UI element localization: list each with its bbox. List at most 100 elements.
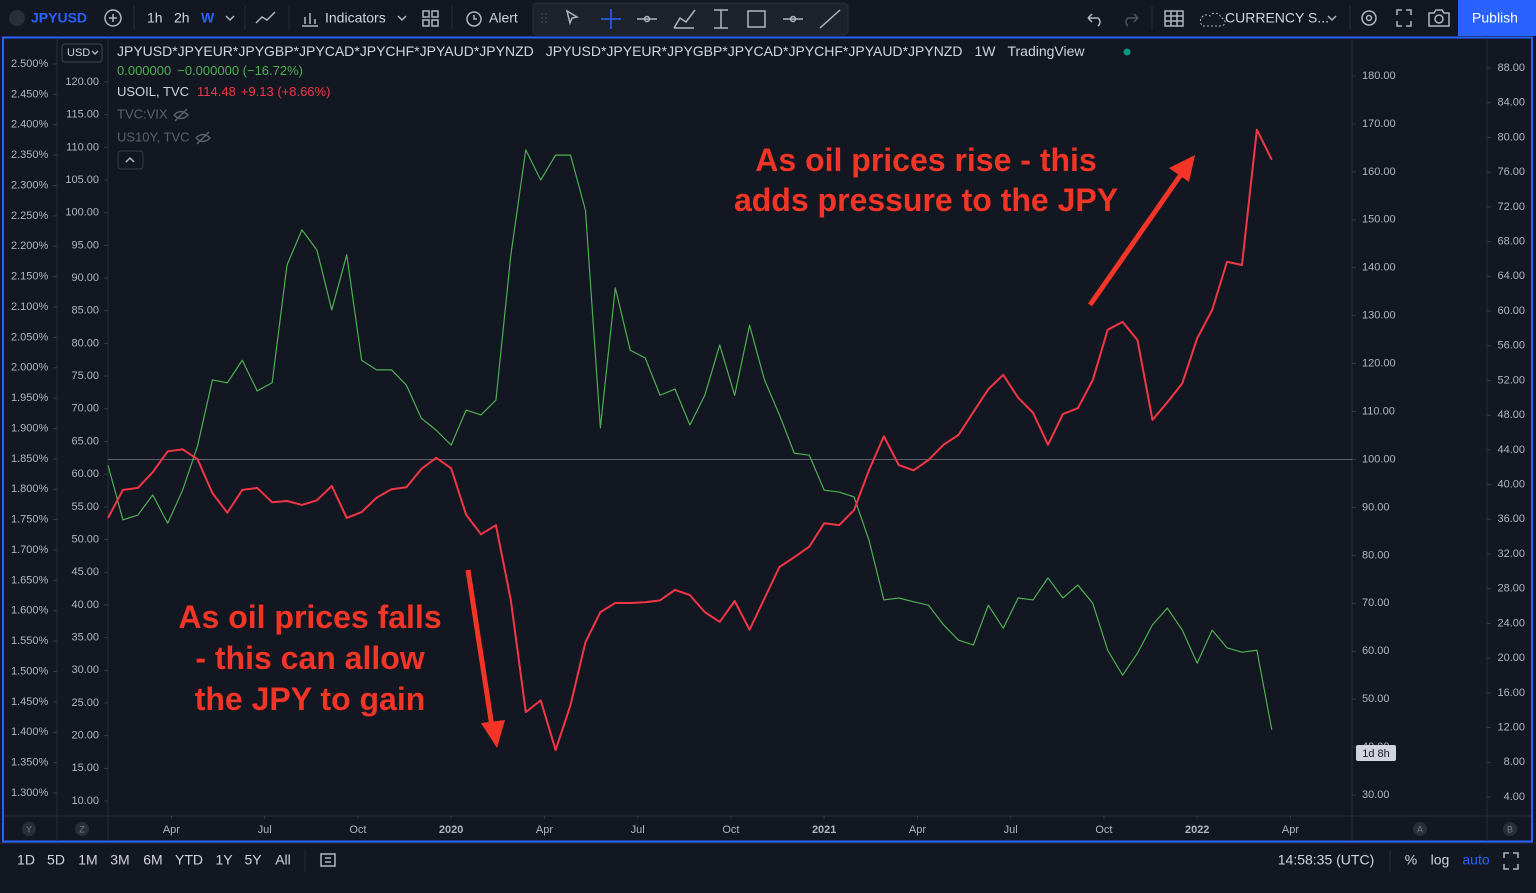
goto-date-button[interactable] — [320, 853, 336, 867]
axis-button[interactable] — [75, 822, 89, 836]
undo-button[interactable] — [1087, 13, 1101, 27]
chart-type-icon[interactable] — [255, 11, 276, 24]
currency-label[interactable]: USD — [67, 47, 90, 59]
redo-button[interactable] — [1125, 13, 1139, 27]
pen-tool[interactable] — [673, 9, 696, 29]
x-tick-label: Jul — [258, 824, 272, 836]
horizontal-ray-tool-knob — [643, 15, 651, 23]
series-line — [107, 149, 1273, 730]
axis-button[interactable] — [1413, 822, 1427, 836]
axis-button-label[interactable]: B — [1507, 824, 1513, 834]
y-tick-label: 85.00 — [71, 305, 99, 317]
annotations: As oil prices rise - this adds pressure t… — [178, 142, 1195, 748]
y-tick-label: 2.300% — [11, 179, 49, 191]
collapse-legend[interactable] — [117, 150, 144, 170]
settings-button[interactable] — [1361, 10, 1377, 26]
interval-button[interactable]: W — [201, 10, 215, 26]
collapse-legend-icon — [125, 156, 135, 163]
annotation-arrowhead — [1169, 155, 1195, 182]
axis-button-label[interactable]: A — [1417, 824, 1423, 834]
market-status — [1123, 48, 1131, 56]
axis-button-label[interactable]: Z — [79, 824, 85, 834]
drag-handle[interactable] — [541, 13, 547, 25]
axis-button[interactable] — [1503, 822, 1517, 836]
compare-icon-plus — [109, 14, 117, 22]
publish-label[interactable]: Publish — [1472, 10, 1518, 26]
y-tick-label: 88.00 — [1497, 62, 1525, 74]
alert-icon-hands — [473, 15, 477, 20]
y-tick-label: 10.00 — [71, 795, 99, 807]
axis-button-label[interactable]: Y — [26, 824, 32, 834]
legend-hidden-study[interactable]: TVC:VIX — [117, 106, 168, 121]
log-toggle[interactable]: log — [1431, 852, 1450, 868]
axis-buttons: Y Z A B — [22, 822, 1517, 836]
crosshair-tool[interactable] — [601, 9, 621, 29]
y-tick-label: 115.00 — [66, 109, 99, 121]
y-tick-label: 20.00 — [1497, 652, 1525, 664]
x-tick-label: Apr — [536, 824, 553, 836]
layout-name[interactable]: CURRENCY S... — [1225, 10, 1329, 26]
screenshot-button[interactable] — [1428, 9, 1450, 27]
fullscreen-button[interactable] — [1503, 852, 1519, 870]
y-tick-label: 44.00 — [1497, 444, 1525, 456]
y-tick-label: 45.00 — [71, 566, 99, 578]
y-tick-label: 15.00 — [71, 762, 99, 774]
rectangle-tool[interactable] — [747, 10, 766, 28]
range-button[interactable]: All — [275, 852, 291, 868]
alert-button[interactable]: Alert — [489, 10, 518, 26]
interval-button[interactable]: 2h — [174, 10, 190, 26]
cursor-tool[interactable] — [565, 9, 580, 26]
annotation-line: the JPY to gain — [195, 681, 426, 717]
text-tool[interactable] — [714, 9, 728, 29]
y-tick-label: 2.000% — [11, 362, 49, 374]
y-tick-label: 1.700% — [11, 544, 49, 556]
currency-button[interactable] — [61, 43, 103, 63]
range-button[interactable]: 5D — [47, 852, 65, 868]
interval-dropdown[interactable] — [225, 15, 235, 22]
range-button[interactable]: 5Y — [244, 852, 262, 868]
layout-dropdown[interactable] — [1327, 15, 1337, 22]
indicators-button[interactable]: Indicators — [325, 10, 386, 26]
legend-symbol[interactable]: JPYUSD*JPYEUR*JPYGBP*JPYCAD*JPYCHF*JPYAU… — [117, 43, 534, 59]
interval-button[interactable]: 1h — [147, 10, 163, 26]
layout-icon[interactable] — [1164, 10, 1184, 27]
range-button[interactable]: 1Y — [215, 852, 233, 868]
legend-oil-value: 114.48 — [197, 84, 236, 99]
templates-icon[interactable] — [422, 10, 439, 27]
indicators-dropdown[interactable] — [397, 15, 407, 22]
y-tick-label: 1.300% — [11, 787, 49, 799]
annotation-line: As oil prices falls — [178, 599, 441, 635]
range-button[interactable]: 6M — [143, 852, 162, 868]
axis-button[interactable] — [22, 822, 36, 836]
fullscreen-button[interactable] — [1396, 9, 1412, 27]
y-tick-label: 30.00 — [1362, 789, 1390, 801]
y-tick-label: 130.00 — [1362, 310, 1396, 322]
annotation: As oil prices rise - this adds pressure t… — [734, 142, 1118, 218]
percent-toggle[interactable]: % — [1405, 852, 1417, 868]
y-tick-label: 2.500% — [11, 58, 49, 70]
y-tick-label: 1.650% — [11, 574, 49, 586]
x-tick-label: Apr — [1282, 824, 1299, 836]
clock[interactable]: 14:58:35 (UTC) — [1278, 852, 1374, 868]
trend-tool[interactable] — [819, 9, 841, 29]
y-tick-label: 2.400% — [11, 119, 49, 131]
auto-toggle[interactable]: auto — [1462, 852, 1489, 868]
hidden-icon[interactable] — [195, 131, 212, 145]
hidden-icon[interactable] — [173, 108, 190, 122]
y-tick-label: 2.350% — [11, 149, 49, 161]
range-button[interactable]: 1D — [17, 852, 35, 868]
range-button[interactable]: 1M — [78, 852, 97, 868]
legend-hidden-study[interactable]: US10Y, TVC — [117, 129, 190, 144]
legend-oil: USOIL, TVC 114.48 +9.13 (+8.66%) — [117, 84, 330, 99]
range-button[interactable]: 3M — [110, 852, 129, 868]
legend-description: JPYUSD*JPYEUR*JPYGBP*JPYCAD*JPYCHF*JPYAU… — [546, 43, 963, 59]
legend-oil-name[interactable]: USOIL, TVC — [117, 84, 189, 99]
compare-icon[interactable] — [104, 9, 122, 27]
legend-value: 0.000000 — [117, 63, 171, 78]
symbol-button[interactable]: JPYUSD — [31, 10, 87, 26]
publish-button[interactable] — [1458, 0, 1536, 36]
y-tick-label: 2.450% — [11, 88, 49, 100]
y-tick-label: 1.850% — [11, 453, 49, 465]
range-button[interactable]: YTD — [175, 852, 203, 868]
